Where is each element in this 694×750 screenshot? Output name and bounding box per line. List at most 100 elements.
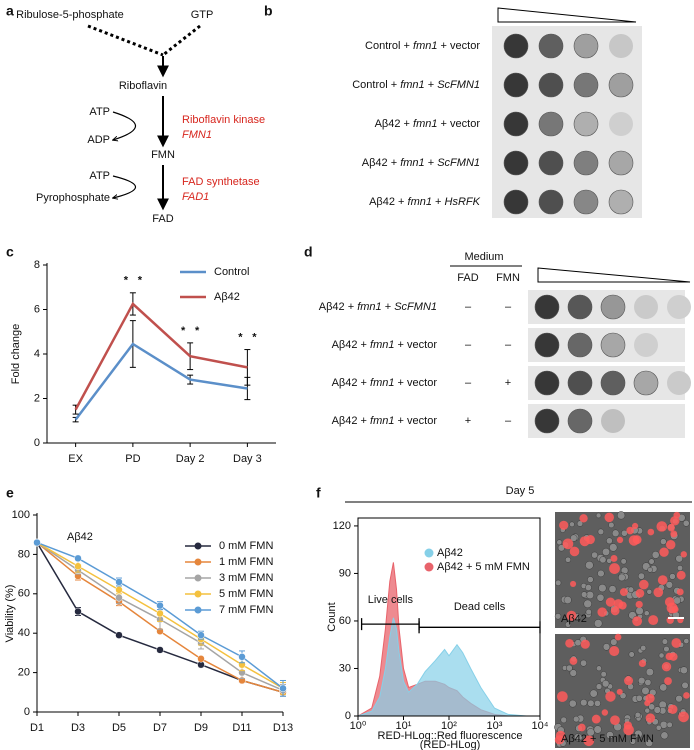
cell [602, 547, 611, 556]
histogram-area [357, 617, 540, 717]
label-part: fmn1 [413, 118, 437, 130]
significance: * [252, 331, 257, 343]
label-part: + vector [438, 40, 481, 52]
red-cell [559, 520, 569, 530]
medium-mark: – [465, 339, 472, 351]
label-part: fmn1 [400, 79, 424, 91]
label-part: Control + [352, 79, 400, 91]
spot [573, 33, 599, 59]
red-cell [626, 526, 634, 535]
spot [573, 150, 599, 176]
marker [74, 554, 82, 563]
label-part: Aβ42 + [332, 339, 370, 351]
cell [643, 610, 650, 617]
spot [538, 111, 564, 137]
cell [597, 528, 605, 535]
x-tick-label: 10¹ [396, 720, 412, 732]
y-tick-label: 30 [339, 662, 351, 674]
red-cell [632, 616, 643, 627]
label-part: fmn1 [413, 40, 437, 52]
red-cell [601, 709, 609, 716]
cell [556, 539, 563, 546]
cell [644, 707, 651, 714]
cell [663, 645, 670, 653]
cofactor: ATP [89, 170, 110, 182]
red-cell [644, 700, 651, 707]
red-cell [577, 723, 586, 732]
label-part: Aβ42 + [319, 301, 357, 313]
red-cell [623, 724, 634, 736]
strain-label: Control + fmn1 + vector [365, 40, 480, 52]
cell [665, 581, 674, 589]
cell [666, 721, 673, 728]
cell [648, 558, 655, 565]
chart-title: Day 5 [506, 485, 535, 497]
pathway-arrows [87, 24, 201, 211]
node: FAD [152, 213, 173, 225]
spot [538, 150, 564, 176]
cell [555, 579, 562, 586]
red-cell [619, 588, 628, 597]
y-axis-label: Viability (%) [4, 585, 16, 643]
legend-label: Control [214, 266, 249, 278]
series-line [74, 342, 248, 421]
spot [567, 332, 593, 358]
gene: FMN1 [182, 129, 212, 141]
annotation: Aβ42 [67, 531, 93, 543]
spot [538, 33, 564, 59]
cell [600, 671, 607, 678]
cell [585, 608, 592, 616]
spot [609, 112, 633, 136]
node: Riboflavin [119, 80, 167, 92]
red-cell [583, 735, 595, 747]
cell [645, 667, 654, 677]
marker [156, 609, 164, 618]
cell [580, 591, 588, 598]
marker [197, 655, 205, 663]
strain-label: Aβ42 + fmn1 + ScFMN1 [362, 157, 480, 169]
label-part: Aβ42 + [362, 157, 400, 169]
label-part: + [425, 79, 438, 91]
red-cell [678, 711, 689, 723]
gene: FAD1 [182, 191, 209, 203]
marker [115, 586, 123, 594]
red-cell [616, 536, 624, 544]
y-axis-label: Fold change [10, 324, 22, 385]
red-cell [580, 639, 590, 649]
red-cell [638, 579, 649, 590]
legend-label: Aβ42 [437, 547, 463, 559]
cell [629, 738, 636, 745]
cell [675, 694, 683, 703]
cell [583, 599, 592, 609]
spot [503, 189, 529, 215]
label-part: ScFMN1 [437, 79, 480, 91]
cell [648, 703, 656, 711]
red-cell [680, 551, 687, 558]
dilution-wedge [537, 267, 691, 283]
red-cell [610, 606, 620, 616]
red-cell [616, 688, 623, 695]
x-axis-label: (RED-HLog) [420, 739, 481, 750]
legend-marker [194, 542, 202, 550]
label-part: Control + [365, 40, 413, 52]
marker [115, 631, 123, 639]
x-tick-label: PD [125, 453, 140, 465]
x-tick-label: D13 [273, 722, 293, 734]
legend-marker [194, 590, 202, 598]
spot [503, 33, 529, 59]
cell [598, 583, 607, 593]
legend-marker [194, 574, 202, 582]
spot [600, 332, 626, 358]
cell [596, 593, 605, 602]
label-part: fmn1 [370, 377, 394, 389]
cell [610, 638, 618, 646]
y-tick-label: 60 [18, 588, 30, 600]
label-part: Aβ42 + [375, 118, 413, 130]
spot [634, 333, 658, 357]
x-tick-label: EX [68, 453, 83, 465]
cell [634, 729, 643, 739]
panel-label: f [316, 485, 321, 501]
cell [574, 639, 582, 647]
cell [635, 606, 644, 616]
